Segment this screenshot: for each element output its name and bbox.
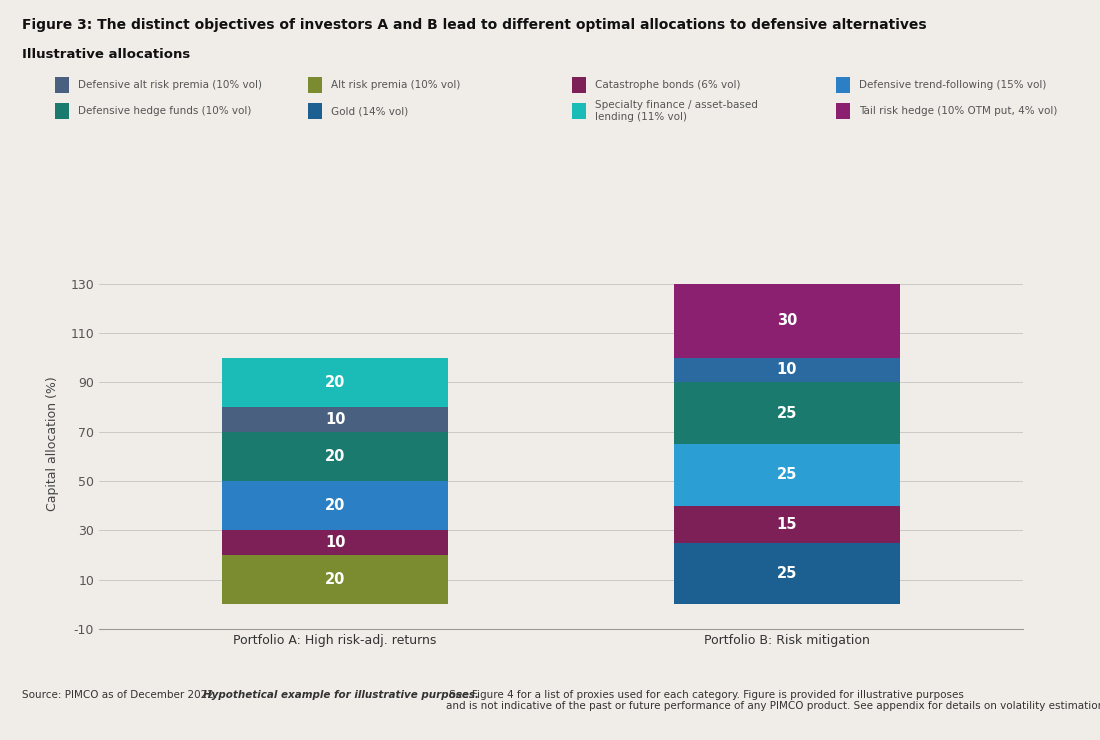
Text: 25: 25 bbox=[777, 566, 797, 581]
Text: 10: 10 bbox=[324, 412, 345, 427]
Text: Alt risk premia (10% vol): Alt risk premia (10% vol) bbox=[331, 80, 461, 90]
Bar bbox=[674, 383, 900, 444]
Bar bbox=[674, 444, 900, 505]
Bar bbox=[222, 407, 448, 431]
Bar bbox=[674, 283, 900, 357]
Text: 10: 10 bbox=[777, 363, 797, 377]
Text: Defensive alt risk premia (10% vol): Defensive alt risk premia (10% vol) bbox=[78, 80, 262, 90]
Text: Source: PIMCO as of December 2022.: Source: PIMCO as of December 2022. bbox=[22, 690, 220, 700]
Text: 25: 25 bbox=[777, 406, 797, 420]
Text: 15: 15 bbox=[777, 517, 797, 531]
Y-axis label: Capital allocation (%): Capital allocation (%) bbox=[46, 377, 59, 511]
Text: Defensive hedge funds (10% vol): Defensive hedge funds (10% vol) bbox=[78, 106, 252, 116]
Text: See Figure 4 for a list of proxies used for each category. Figure is provided fo: See Figure 4 for a list of proxies used … bbox=[446, 690, 1100, 711]
Text: 20: 20 bbox=[324, 449, 345, 464]
Text: Illustrative allocations: Illustrative allocations bbox=[22, 48, 190, 61]
Text: Hypothetical example for illustrative purposes.: Hypothetical example for illustrative pu… bbox=[202, 690, 478, 700]
Text: 25: 25 bbox=[777, 468, 797, 482]
Text: Gold (14% vol): Gold (14% vol) bbox=[331, 106, 408, 116]
Text: Figure 3: The distinct objectives of investors A and B lead to different optimal: Figure 3: The distinct objectives of inv… bbox=[22, 18, 926, 33]
Bar bbox=[222, 431, 448, 481]
Text: 10: 10 bbox=[324, 535, 345, 550]
Bar bbox=[222, 555, 448, 605]
Text: Tail risk hedge (10% OTM put, 4% vol): Tail risk hedge (10% OTM put, 4% vol) bbox=[859, 106, 1057, 116]
Text: Defensive trend-following (15% vol): Defensive trend-following (15% vol) bbox=[859, 80, 1046, 90]
Bar bbox=[674, 542, 900, 605]
Bar bbox=[222, 481, 448, 531]
Text: 30: 30 bbox=[777, 313, 797, 328]
Text: 20: 20 bbox=[324, 498, 345, 513]
Text: 20: 20 bbox=[324, 375, 345, 390]
Text: Specialty finance / asset-based
lending (11% vol): Specialty finance / asset-based lending … bbox=[595, 100, 758, 122]
Bar bbox=[674, 505, 900, 542]
Bar bbox=[674, 357, 900, 383]
Bar bbox=[222, 357, 448, 407]
Bar bbox=[222, 531, 448, 555]
Text: 20: 20 bbox=[324, 572, 345, 587]
Text: Catastrophe bonds (6% vol): Catastrophe bonds (6% vol) bbox=[595, 80, 740, 90]
